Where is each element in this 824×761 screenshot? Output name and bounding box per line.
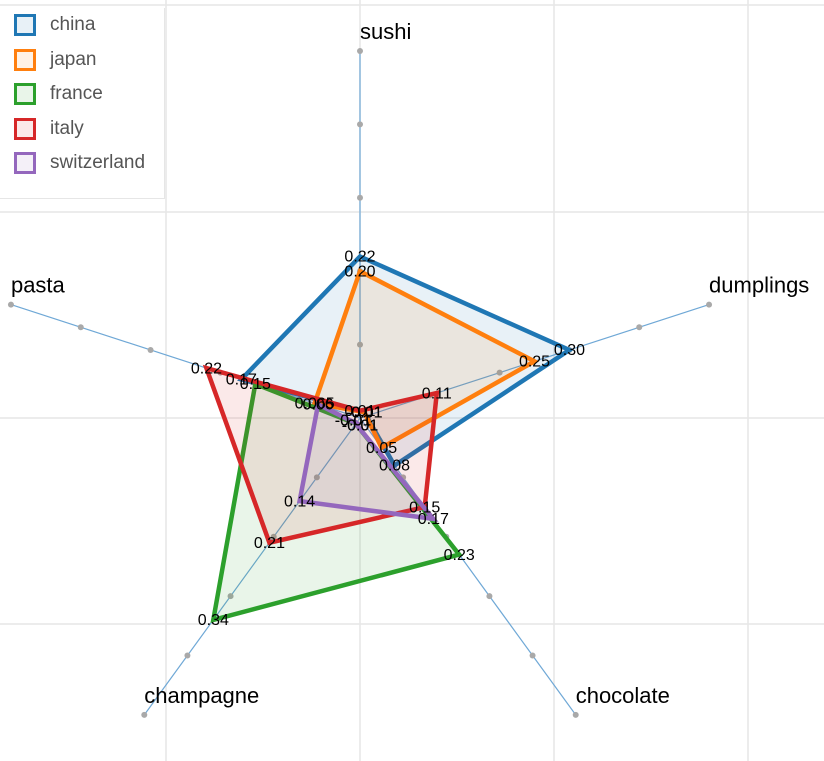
axis-label-champagne: champagne bbox=[144, 683, 259, 708]
axis-label-pasta: pasta bbox=[11, 273, 66, 298]
axis-tick-chocolate-3 bbox=[486, 593, 493, 600]
legend-swatch-japan bbox=[14, 48, 36, 71]
data-label-france-dumplings: -0.01 bbox=[335, 412, 372, 429]
axis-tick-champagne-3 bbox=[227, 593, 234, 600]
legend-swatch-switzerland bbox=[14, 152, 36, 175]
data-label-italy-pasta: 0.22 bbox=[191, 360, 222, 377]
axis-tick-champagne-5 bbox=[141, 711, 148, 718]
data-label-china-chocolate: 0.08 bbox=[379, 458, 410, 475]
data-label-italy-sushi: 0.01 bbox=[344, 403, 375, 420]
data-label-italy-champagne: 0.21 bbox=[254, 535, 285, 552]
axis-label-chocolate: chocolate bbox=[576, 683, 670, 708]
data-label-italy-chocolate: 0.15 bbox=[409, 499, 440, 516]
axis-tick-champagne-1 bbox=[313, 474, 320, 481]
axis-label-dumplings: dumplings bbox=[709, 273, 809, 298]
axis-spoke-champagne bbox=[143, 417, 361, 716]
data-label-france-sushi: -0.01 bbox=[342, 418, 379, 435]
axis-tick-pasta-3 bbox=[147, 346, 154, 353]
legend-item-switzerland[interactable]: switzerland bbox=[0, 146, 164, 181]
axis-tick-champagne-4 bbox=[184, 652, 191, 659]
legend-label-china: china bbox=[50, 14, 96, 36]
series-polygon-switzerland bbox=[296, 401, 439, 522]
data-label-switzerland-pasta: 0.06 bbox=[303, 397, 334, 414]
data-label-japan-dumplings: 0.25 bbox=[519, 354, 550, 371]
data-label-japan-champagne: -0.01 bbox=[346, 404, 383, 421]
axis-tick-sushi-3 bbox=[357, 194, 363, 201]
axis-tick-dumplings-4 bbox=[636, 324, 643, 331]
axis-tick-sushi-4 bbox=[357, 121, 363, 128]
legend-swatch-france bbox=[14, 83, 36, 106]
legend-item-china[interactable]: china bbox=[0, 8, 164, 43]
axis-spoke-pasta bbox=[10, 304, 361, 419]
legend-item-france[interactable]: france bbox=[0, 77, 164, 112]
data-label-china-dumplings: 0.30 bbox=[554, 342, 585, 359]
data-label-france-chocolate: 0.23 bbox=[444, 547, 475, 564]
axis-spoke-chocolate bbox=[359, 417, 577, 716]
data-label-france-champagne: 0.34 bbox=[198, 612, 229, 629]
data-label-france-pasta: 0.15 bbox=[240, 376, 271, 393]
legend-item-italy[interactable]: italy bbox=[0, 112, 164, 147]
axis-tick-pasta-5 bbox=[7, 301, 14, 308]
data-label-switzerland-champagne: 0.14 bbox=[284, 493, 315, 510]
legend-swatch-china bbox=[14, 14, 36, 37]
data-label-china-champagne: -0.01 bbox=[346, 404, 383, 421]
data-label-switzerland-sushi: -0.01 bbox=[342, 418, 379, 435]
legend-swatch-italy bbox=[14, 117, 36, 140]
legend-label-italy: italy bbox=[50, 117, 84, 139]
legend-label-france: france bbox=[50, 83, 103, 105]
axis-tick-chocolate-5 bbox=[572, 711, 579, 718]
data-label-japan-chocolate: 0.05 bbox=[366, 440, 397, 457]
data-label-japan-sushi: 0.20 bbox=[344, 263, 375, 280]
axis-label-sushi: sushi bbox=[360, 19, 411, 44]
series-polygon-japan bbox=[311, 268, 540, 451]
axis-tick-champagne-2 bbox=[270, 533, 277, 540]
series-polygon-italy bbox=[202, 364, 440, 546]
axis-tick-sushi-1 bbox=[357, 341, 363, 348]
axis-tick-dumplings-5 bbox=[706, 301, 713, 308]
data-label-italy-dumplings: 0.11 bbox=[422, 385, 452, 402]
legend-label-japan: japan bbox=[50, 48, 97, 70]
axis-tick-pasta-4 bbox=[77, 324, 84, 331]
data-label-switzerland-dumplings: -0.01 bbox=[335, 412, 372, 429]
legend-label-switzerland: switzerland bbox=[50, 152, 146, 174]
data-label-japan-pasta: 0.065 bbox=[295, 395, 335, 412]
data-label-china-pasta: 0.17 bbox=[226, 372, 257, 389]
data-label-china-sushi: 0.22 bbox=[344, 249, 375, 266]
axis-tick-chocolate-4 bbox=[529, 652, 536, 659]
legend: china japan france italy switzerland bbox=[0, 8, 165, 199]
axis-tick-dumplings-2 bbox=[496, 369, 503, 376]
axis-tick-sushi-5 bbox=[357, 48, 363, 54]
legend-item-japan[interactable]: japan bbox=[0, 43, 164, 78]
data-label-switzerland-chocolate: 0.17 bbox=[418, 511, 449, 528]
